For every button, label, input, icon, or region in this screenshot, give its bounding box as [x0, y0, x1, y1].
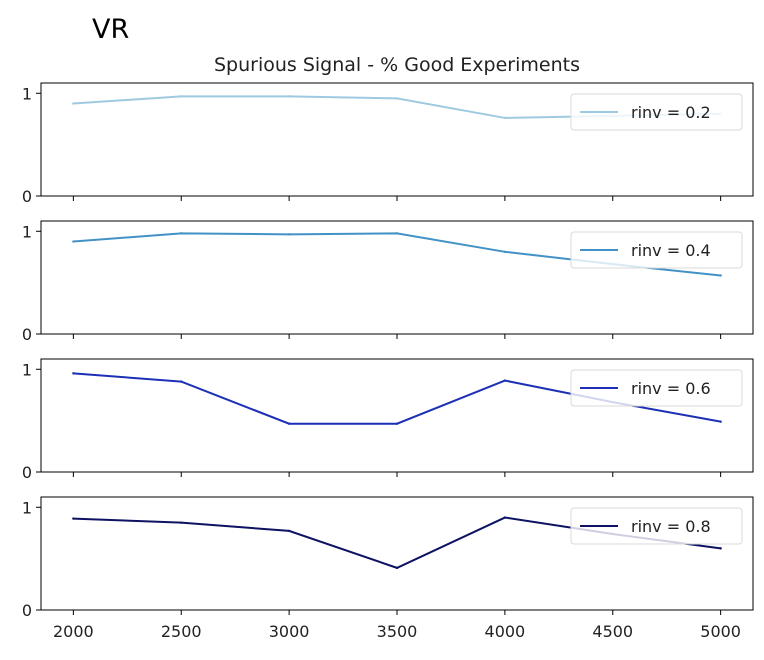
x-tick-label: 3000 — [269, 622, 310, 641]
legend: rinv = 0.6 — [570, 369, 743, 407]
y-tick-label: 1 — [22, 498, 32, 517]
subplot-1: 0 1 rinv = 0.2 — [22, 82, 754, 206]
y-tick-label: 0 — [22, 463, 32, 482]
legend: rinv = 0.8 — [570, 507, 743, 545]
data-point — [72, 517, 75, 520]
legend-label: rinv = 0.2 — [631, 103, 711, 122]
data-point — [719, 420, 722, 423]
data-point — [395, 422, 399, 425]
legend-label: rinv = 0.6 — [631, 379, 711, 398]
data-point — [287, 95, 291, 98]
y-tick-label: 0 — [22, 325, 32, 344]
data-point — [719, 274, 722, 277]
data-point — [180, 380, 183, 383]
x-tick-label: 2000 — [53, 622, 94, 641]
chart-title: Spurious Signal - % Good Experiments — [214, 54, 580, 76]
data-point — [503, 379, 507, 382]
y-tick-label: 1 — [22, 84, 32, 103]
subplot-2: 0 1 rinv = 0.4 — [22, 220, 754, 344]
data-point — [503, 516, 507, 519]
x-tick-label: 3500 — [377, 622, 418, 641]
x-tick-label: 4500 — [592, 622, 633, 641]
x-tick-label: 2500 — [161, 622, 202, 641]
data-point — [72, 240, 75, 243]
data-point — [395, 232, 399, 235]
legend-label: rinv = 0.8 — [631, 517, 711, 536]
data-point — [72, 102, 75, 105]
x-tick-label: 5000 — [700, 622, 741, 641]
data-point — [395, 97, 399, 100]
y-tick-label: 1 — [22, 360, 32, 379]
data-point — [180, 232, 183, 235]
data-point — [719, 547, 722, 550]
legend: rinv = 0.2 — [570, 93, 743, 131]
data-point — [72, 372, 75, 375]
data-point — [503, 250, 507, 254]
data-point — [287, 529, 291, 533]
legend-box — [570, 507, 743, 545]
y-tick-label: 0 — [22, 187, 32, 206]
data-point — [180, 95, 183, 98]
legend-label: rinv = 0.4 — [631, 241, 711, 260]
data-point — [287, 422, 291, 425]
subplot-4: 0 1 rinv = 0.8 — [22, 496, 754, 620]
data-point — [180, 521, 183, 524]
legend: rinv = 0.4 — [570, 231, 743, 269]
x-tick-label: 4000 — [485, 622, 526, 641]
y-tick-label: 0 — [22, 601, 32, 620]
data-point — [503, 116, 507, 120]
subplot-3: 0 1 rinv = 0.6 — [22, 358, 754, 482]
legend-box — [570, 231, 743, 269]
data-point — [395, 566, 399, 570]
y-tick-label: 1 — [22, 222, 32, 241]
figure-corner-label: VR — [92, 14, 130, 45]
legend-box — [570, 369, 743, 407]
data-point — [287, 233, 291, 236]
legend-box — [570, 93, 743, 131]
